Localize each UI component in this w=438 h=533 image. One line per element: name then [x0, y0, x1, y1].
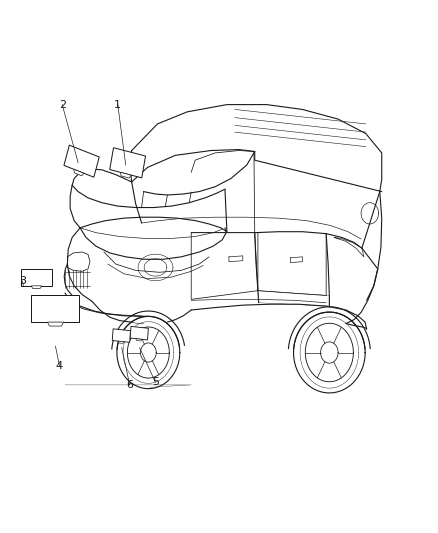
Polygon shape	[47, 322, 64, 326]
Polygon shape	[120, 172, 131, 178]
Polygon shape	[32, 286, 42, 288]
Polygon shape	[136, 338, 142, 341]
Text: 6: 6	[126, 380, 133, 390]
Text: 1: 1	[114, 100, 121, 110]
Polygon shape	[112, 329, 131, 342]
Text: 4: 4	[56, 360, 63, 370]
Polygon shape	[21, 269, 52, 286]
Polygon shape	[110, 148, 145, 178]
Polygon shape	[64, 145, 99, 177]
Polygon shape	[74, 169, 84, 176]
Text: 5: 5	[152, 377, 159, 387]
Polygon shape	[130, 326, 148, 340]
Text: 2: 2	[59, 100, 66, 110]
Text: 3: 3	[19, 276, 26, 286]
Polygon shape	[32, 295, 79, 322]
Polygon shape	[118, 341, 124, 343]
